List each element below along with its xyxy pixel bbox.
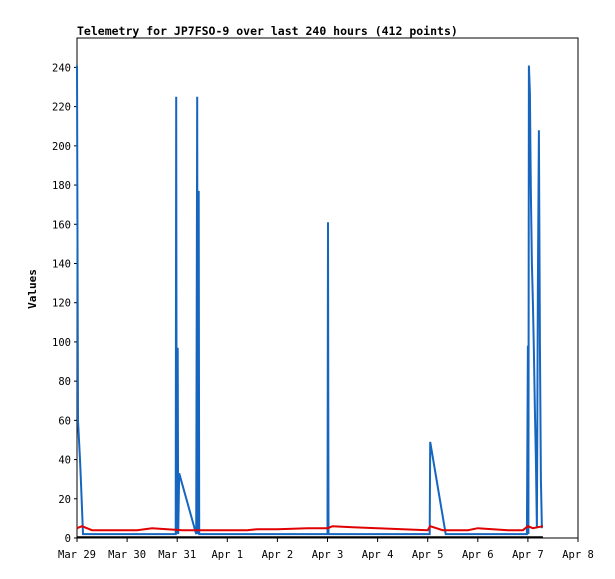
y-tick-label: 60 xyxy=(58,415,71,427)
series-line-2 xyxy=(76,525,544,532)
y-tick-label: 100 xyxy=(52,337,71,349)
y-tick-label: 120 xyxy=(52,298,71,310)
y-tick-label: 140 xyxy=(52,258,71,270)
y-tick-label: 220 xyxy=(52,102,71,114)
y-tick-label: 160 xyxy=(52,219,71,231)
x-tick-label: Apr 3 xyxy=(312,549,344,561)
y-axis-label: Values xyxy=(26,269,39,309)
x-tick-label: Apr 6 xyxy=(462,549,494,561)
y-tick-label: 200 xyxy=(52,141,71,153)
y-tick-label: 20 xyxy=(58,494,71,506)
series-layer xyxy=(76,65,544,539)
y-axis: 0 20 40 60 80 100 120 140 160 180 200 220 240 xyxy=(52,62,77,545)
x-tick-label: Mar 29 xyxy=(58,549,96,561)
x-tick-label: Mar 30 xyxy=(108,549,146,561)
x-axis: Mar 29 Mar 30 Mar 31 Apr 1 Apr 2 Apr 3 Apr 4 Ap… xyxy=(58,538,594,561)
x-tick-label: Apr 2 xyxy=(262,549,294,561)
y-tick-label: 240 xyxy=(52,62,71,74)
chart-title: Telemetry for JP7FSO-9 over last 240 hou… xyxy=(77,24,458,38)
x-tick-label: Apr 8 xyxy=(562,549,594,561)
y-tick-label: 40 xyxy=(58,455,71,467)
x-tick-label: Apr 1 xyxy=(211,549,243,561)
y-tick-label: 80 xyxy=(58,376,71,388)
x-tick-label: Mar 31 xyxy=(158,549,196,561)
x-tick-label: Apr 5 xyxy=(412,549,444,561)
x-tick-label: Apr 7 xyxy=(512,549,544,561)
series-line-1 xyxy=(76,65,543,536)
x-tick-label: Apr 4 xyxy=(362,549,394,561)
y-tick-label: 0 xyxy=(65,533,71,545)
y-tick-label: 180 xyxy=(52,180,71,192)
